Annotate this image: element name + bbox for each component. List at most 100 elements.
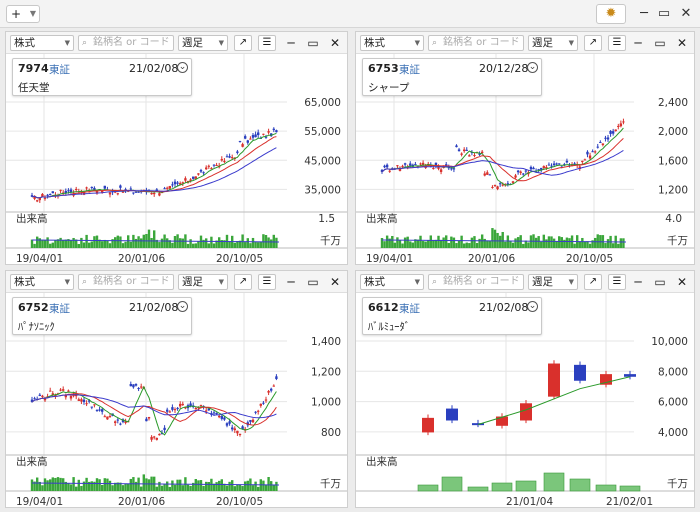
candle-body (215, 412, 218, 415)
market-select[interactable]: 株式 ▼ (10, 274, 74, 290)
search-input[interactable]: ⌕ 銘柄名 or コード (78, 274, 174, 290)
candle-body (220, 416, 223, 419)
volume-bar (442, 237, 445, 248)
volume-bar (147, 479, 151, 491)
y-tick-label: 2,000 (658, 126, 688, 138)
volume-bar (108, 480, 112, 491)
candle-body (121, 419, 125, 423)
period-select[interactable]: 週足 ▼ (178, 35, 228, 51)
period-select[interactable]: 週足 ▼ (178, 274, 228, 290)
candle-body (93, 404, 96, 406)
minimize-icon[interactable]: ─ (640, 6, 648, 21)
volume-unit: 千万 (320, 235, 341, 247)
volume-bar (54, 240, 57, 248)
candle-body (119, 185, 122, 188)
search-icon: ⌕ (82, 38, 88, 48)
volume-label: 出来高 (16, 212, 48, 225)
search-input[interactable]: ⌕ 銘柄名 or コード (428, 274, 524, 290)
menu-icon[interactable]: ☰ (258, 35, 276, 51)
market-select[interactable]: 株式 ▼ (10, 35, 74, 51)
candle-body (450, 168, 453, 170)
search-placeholder: 銘柄名 or コード (93, 276, 170, 287)
minimize-icon[interactable]: ─ (287, 275, 295, 289)
volume-bar (69, 484, 73, 491)
search-input[interactable]: ⌕ 銘柄名 or コード (428, 35, 524, 51)
chevron-down-icon[interactable]: ⌄ (527, 62, 538, 73)
chevron-down-icon[interactable]: ⌄ (177, 62, 188, 73)
minimize-icon[interactable]: ─ (287, 36, 295, 50)
candle-body (54, 394, 57, 397)
volume-bar (595, 484, 617, 492)
maximize-icon[interactable]: ▭ (654, 275, 666, 289)
open-external-icon[interactable]: ↗ (584, 274, 602, 290)
candle-body (207, 408, 210, 411)
candle-body (158, 433, 161, 436)
chevron-down-icon: ▼ (29, 9, 36, 18)
volume-bar (578, 241, 581, 248)
candle-body (168, 411, 171, 413)
minimize-icon[interactable]: ─ (634, 36, 642, 50)
period-select[interactable]: 週足 ▼ (528, 35, 578, 51)
market-select[interactable]: 株式 ▼ (360, 274, 424, 290)
stock-info-box: 6612 東証 21/02/08 ⌄ ﾊﾞﾙﾐｭｰﾀﾞ (362, 297, 542, 335)
close-icon[interactable]: ✕ (676, 36, 688, 50)
candle-body (171, 184, 174, 186)
candle-body (43, 397, 47, 401)
search-input[interactable]: ⌕ 銘柄名 or コード (78, 35, 174, 51)
menu-icon[interactable]: ☰ (608, 35, 626, 51)
candle-body (540, 167, 543, 170)
candle-body (192, 176, 195, 179)
candle-body (103, 416, 106, 418)
volume-bar (424, 241, 427, 248)
volume-bar (257, 242, 260, 248)
volume-bar (54, 477, 57, 491)
volume-bar (82, 481, 86, 491)
minimize-icon[interactable]: ─ (634, 275, 642, 289)
open-external-icon[interactable]: ↗ (234, 274, 252, 290)
candle-body (124, 421, 127, 423)
maximize-icon[interactable]: ▭ (657, 6, 671, 21)
market-select[interactable]: 株式 ▼ (360, 35, 424, 51)
candle-body (129, 383, 132, 387)
chart-panel: 株式 ▼ ⌕ 銘柄名 or コード 週足 ▼ ↗ ☰ ─ ▭ ✕ 10,000 8,00… (355, 270, 695, 508)
chevron-down-icon: ▼ (568, 39, 574, 47)
volume-bar (455, 243, 458, 248)
chevron-down-icon[interactable]: ⌄ (527, 301, 538, 312)
chevron-down-icon[interactable]: ⌄ (177, 301, 188, 312)
x-tick-label: 20/01/06 (118, 496, 165, 508)
volume-bar (619, 238, 623, 248)
close-icon[interactable]: ✕ (329, 36, 341, 50)
volume-bar (51, 242, 54, 248)
candle-body (604, 137, 607, 139)
candle-body (573, 163, 576, 166)
gear-icon[interactable]: ✹ (596, 4, 626, 24)
maximize-icon[interactable]: ▭ (307, 275, 319, 289)
candle-body (108, 416, 112, 418)
candle-body (236, 151, 239, 153)
volume-bar (488, 240, 492, 248)
volume-bar (498, 235, 502, 248)
close-icon[interactable]: ✕ (329, 275, 341, 289)
close-icon[interactable]: ✕ (676, 275, 688, 289)
open-external-icon[interactable]: ↗ (584, 35, 602, 51)
volume-bar (98, 479, 101, 491)
volume-label: 出来高 (366, 212, 398, 225)
y-tick-label: 6,000 (658, 397, 688, 409)
candle-body (593, 151, 597, 153)
menu-icon[interactable]: ☰ (608, 274, 626, 290)
period-select[interactable]: 週足 ▼ (528, 274, 578, 290)
maximize-icon[interactable]: ▭ (307, 36, 319, 50)
volume-bar (119, 482, 122, 491)
volume-average-line (31, 239, 280, 243)
close-icon[interactable]: ✕ (680, 6, 692, 21)
open-external-icon[interactable]: ↗ (234, 35, 252, 51)
price-chart[interactable]: 2,400 2,000 1,600 1,200 19/04/01 20/01/06 20/1… (356, 54, 695, 265)
price-chart[interactable]: 10,000 8,000 6,000 4,000 21/01/04 21/02/01 出来高… (356, 293, 695, 508)
gridlines (356, 293, 634, 491)
volume-bar (111, 239, 114, 248)
candle-body (153, 193, 156, 195)
menu-icon[interactable]: ☰ (258, 274, 276, 290)
add-panel-button[interactable]: + ▼ (6, 5, 40, 23)
maximize-icon[interactable]: ▭ (654, 36, 666, 50)
x-tick-label: 20/10/05 (216, 496, 263, 508)
